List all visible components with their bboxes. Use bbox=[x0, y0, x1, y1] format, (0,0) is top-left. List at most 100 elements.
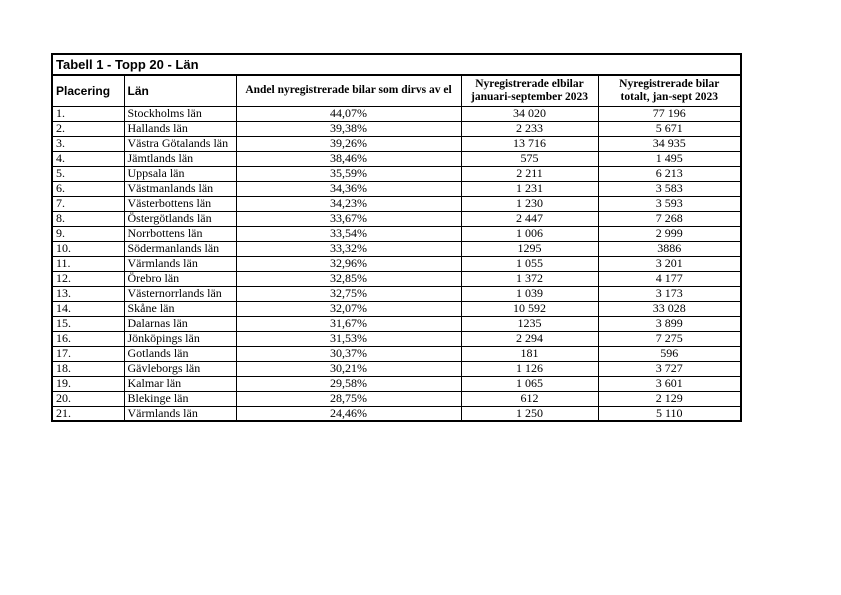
table-cell: 6 213 bbox=[597, 165, 742, 182]
table-row: 11. Värmlands län 32,96% 1 055 3 201 bbox=[51, 255, 742, 272]
table-cell: 1 230 bbox=[460, 195, 599, 212]
table-cell: 14. bbox=[51, 300, 125, 317]
table-cell: 33,54% bbox=[235, 225, 462, 242]
table-cell: Dalarnas län bbox=[123, 315, 237, 332]
table-cell: 2 129 bbox=[597, 390, 742, 407]
table-cell: 32,85% bbox=[235, 270, 462, 287]
table-cell: 13 716 bbox=[460, 135, 599, 152]
table-cell: 5 671 bbox=[597, 120, 742, 137]
table-cell: 31,53% bbox=[235, 330, 462, 347]
table-cell: 3886 bbox=[597, 240, 742, 257]
ev-registration-table: Tabell 1 - Topp 20 - Län Placering Län A… bbox=[51, 53, 743, 422]
table-cell: 24,46% bbox=[235, 405, 462, 422]
table-cell: Västmanlands län bbox=[123, 180, 237, 197]
table-cell: 33,67% bbox=[235, 210, 462, 227]
table-row: 14. Skåne län 32,07% 10 592 33 028 bbox=[51, 300, 742, 317]
table-body: 1. Stockholms län 44,07% 34 020 77 196 2. Hall… bbox=[51, 105, 742, 422]
table-cell: 4 177 bbox=[597, 270, 742, 287]
table-cell: 5 110 bbox=[597, 405, 742, 422]
table-row: 16. Jönköpings län 31,53% 2 294 7 275 bbox=[51, 330, 742, 347]
table-cell: 3 601 bbox=[597, 375, 742, 392]
table-cell: 32,96% bbox=[235, 255, 462, 272]
table-cell: Västernorrlands län bbox=[123, 285, 237, 302]
table-cell: 21. bbox=[51, 405, 125, 422]
table-cell: Norrbottens län bbox=[123, 225, 237, 242]
table-cell: 1 495 bbox=[597, 150, 742, 167]
table-cell: 35,59% bbox=[235, 165, 462, 182]
table-cell: 15. bbox=[51, 315, 125, 332]
table-cell: Östergötlands län bbox=[123, 210, 237, 227]
table-cell: 2 211 bbox=[460, 165, 599, 182]
table-cell: 16. bbox=[51, 330, 125, 347]
table-cell: Kalmar län bbox=[123, 375, 237, 392]
table-cell: 34 020 bbox=[460, 105, 599, 122]
table-cell: Skåne län bbox=[123, 300, 237, 317]
table-cell: 1 231 bbox=[460, 180, 599, 197]
table-row: 3. Västra Götalands län 39,26% 13 716 34 935 bbox=[51, 135, 742, 152]
table-cell: Jämtlands län bbox=[123, 150, 237, 167]
table-cell: Blekinge län bbox=[123, 390, 237, 407]
table-cell: 7 268 bbox=[597, 210, 742, 227]
table-cell: 5. bbox=[51, 165, 125, 182]
table-cell: 1 006 bbox=[460, 225, 599, 242]
table-cell: 3 593 bbox=[597, 195, 742, 212]
table-row: 21. Värmlands län 24,46% 1 250 5 110 bbox=[51, 405, 742, 422]
table-cell: 4. bbox=[51, 150, 125, 167]
table-title: Tabell 1 - Topp 20 - Län bbox=[51, 53, 742, 76]
table-cell: 2 447 bbox=[460, 210, 599, 227]
column-header-andel-el: Andel nyregistrerade bilar som dirvs av … bbox=[235, 74, 462, 107]
column-header-lan: Län bbox=[123, 74, 237, 107]
table-cell: Södermanlands län bbox=[123, 240, 237, 257]
table-cell: Värmlands län bbox=[123, 255, 237, 272]
table-cell: 11. bbox=[51, 255, 125, 272]
table-cell: 3 173 bbox=[597, 285, 742, 302]
table-cell: 9. bbox=[51, 225, 125, 242]
column-header-nyregistrerade-totalt: Nyregistrerade bilar totalt, jan-sept 20… bbox=[597, 74, 742, 107]
table-cell: 1 065 bbox=[460, 375, 599, 392]
table-cell: 612 bbox=[460, 390, 599, 407]
table-row: 17. Gotlands län 30,37% 181 596 bbox=[51, 345, 742, 362]
table-cell: 596 bbox=[597, 345, 742, 362]
ev-registration-table-container: Tabell 1 - Topp 20 - Län Placering Län A… bbox=[51, 53, 743, 422]
table-row: 15. Dalarnas län 31,67% 1235 3 899 bbox=[51, 315, 742, 332]
table-cell: 34,23% bbox=[235, 195, 462, 212]
table-row: 10. Södermanlands län 33,32% 1295 3886 bbox=[51, 240, 742, 257]
table-cell: 33 028 bbox=[597, 300, 742, 317]
table-header-row: Placering Län Andel nyregistrerade bilar… bbox=[51, 74, 742, 107]
table-row: 18. Gävleborgs län 30,21% 1 126 3 727 bbox=[51, 360, 742, 377]
table-cell: Gävleborgs län bbox=[123, 360, 237, 377]
table-cell: 20. bbox=[51, 390, 125, 407]
table-cell: 3 201 bbox=[597, 255, 742, 272]
table-row: 5. Uppsala län 35,59% 2 211 6 213 bbox=[51, 165, 742, 182]
table-cell: 181 bbox=[460, 345, 599, 362]
table-cell: 17. bbox=[51, 345, 125, 362]
table-row: 9. Norrbottens län 33,54% 1 006 2 999 bbox=[51, 225, 742, 242]
table-cell: 31,67% bbox=[235, 315, 462, 332]
table-cell: 7. bbox=[51, 195, 125, 212]
table-cell: 12. bbox=[51, 270, 125, 287]
table-cell: 1 055 bbox=[460, 255, 599, 272]
table-cell: 3 583 bbox=[597, 180, 742, 197]
table-cell: 1295 bbox=[460, 240, 599, 257]
table-cell: 2 999 bbox=[597, 225, 742, 242]
table-cell: Jönköpings län bbox=[123, 330, 237, 347]
column-header-placering: Placering bbox=[51, 74, 125, 107]
table-cell: 32,07% bbox=[235, 300, 462, 317]
table-cell: Västra Götalands län bbox=[123, 135, 237, 152]
table-cell: 1235 bbox=[460, 315, 599, 332]
table-cell: 30,21% bbox=[235, 360, 462, 377]
table-cell: 575 bbox=[460, 150, 599, 167]
table-cell: 13. bbox=[51, 285, 125, 302]
table-cell: 1. bbox=[51, 105, 125, 122]
table-cell: 3 899 bbox=[597, 315, 742, 332]
table-cell: 3. bbox=[51, 135, 125, 152]
table-cell: Västerbottens län bbox=[123, 195, 237, 212]
table-cell: 32,75% bbox=[235, 285, 462, 302]
table-cell: 2. bbox=[51, 120, 125, 137]
table-cell: 39,38% bbox=[235, 120, 462, 137]
column-header-nyregistrerade-elbilar: Nyregistrerade elbilar januari-september… bbox=[460, 74, 599, 107]
table-cell: 77 196 bbox=[597, 105, 742, 122]
table-cell: 1 039 bbox=[460, 285, 599, 302]
table-row: 7. Västerbottens län 34,23% 1 230 3 593 bbox=[51, 195, 742, 212]
